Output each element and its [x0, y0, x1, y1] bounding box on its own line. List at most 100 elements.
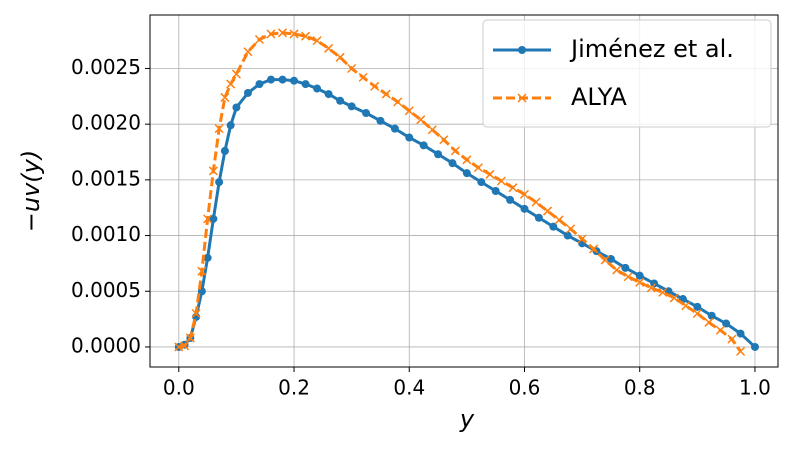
- marker: [554, 215, 564, 225]
- x-axis-label: y: [459, 405, 475, 433]
- marker: [381, 89, 391, 99]
- plot-frame: [149, 14, 779, 368]
- legend-box: [482, 19, 772, 128]
- marker: [266, 75, 275, 84]
- marker: [358, 72, 368, 82]
- marker: [577, 234, 587, 244]
- marker: [623, 272, 633, 282]
- marker: [646, 283, 656, 293]
- marker: [750, 342, 759, 351]
- marker: [390, 124, 399, 133]
- y-tick-label: 0.0025: [71, 55, 141, 79]
- marker: [185, 333, 195, 343]
- marker: [370, 81, 380, 91]
- x-tick-label: 0.6: [509, 376, 541, 400]
- marker: [243, 88, 252, 97]
- marker: [427, 125, 437, 135]
- marker: [508, 183, 518, 193]
- marker: [473, 163, 483, 173]
- marker: [404, 106, 414, 116]
- x-tick-label: 1.0: [739, 376, 771, 400]
- x-tick-label: 0.2: [278, 376, 310, 400]
- marker: [376, 116, 385, 125]
- legend-label: ALYA: [571, 83, 627, 111]
- marker: [203, 253, 212, 262]
- marker: [448, 159, 457, 168]
- legend-marker: [517, 93, 527, 103]
- marker: [180, 341, 190, 351]
- marker: [232, 103, 241, 112]
- marker: [214, 124, 224, 134]
- marker: [506, 195, 515, 204]
- x-tick-label: 0.8: [624, 376, 656, 400]
- marker: [600, 255, 610, 265]
- marker: [290, 76, 299, 85]
- marker: [220, 92, 230, 102]
- marker: [347, 63, 357, 73]
- marker: [439, 135, 449, 145]
- marker: [715, 325, 725, 335]
- marker: [231, 69, 241, 79]
- marker: [635, 271, 644, 280]
- legend: Jiménez et al. ALYA: [482, 19, 772, 128]
- marker: [520, 204, 529, 213]
- marker: [313, 84, 322, 93]
- marker: [215, 178, 224, 187]
- marker: [336, 96, 345, 105]
- marker: [419, 141, 428, 150]
- marker: [289, 29, 299, 39]
- marker: [277, 28, 288, 38]
- marker: [621, 263, 630, 272]
- marker: [220, 146, 229, 155]
- marker: [462, 169, 471, 178]
- y-tick-label: 0.0015: [71, 166, 141, 190]
- marker: [736, 346, 746, 356]
- marker: [243, 47, 253, 57]
- marker: [191, 309, 201, 319]
- marker: [450, 146, 460, 156]
- marker: [635, 277, 645, 287]
- marker: [254, 34, 264, 45]
- y-tick-label: 0.0020: [71, 111, 141, 135]
- x-tick-label: 0.0: [163, 376, 195, 400]
- marker: [405, 133, 414, 142]
- marker: [543, 206, 553, 216]
- marker: [278, 75, 287, 84]
- marker: [589, 244, 599, 254]
- marker: [208, 166, 218, 176]
- marker: [692, 309, 702, 319]
- marker: [549, 222, 558, 231]
- y-tick-label: 0.0005: [71, 278, 141, 302]
- marker: [531, 197, 541, 207]
- marker: [496, 176, 506, 186]
- marker: [197, 266, 207, 276]
- marker: [324, 90, 333, 99]
- marker: [491, 187, 500, 195]
- marker: [416, 115, 426, 125]
- marker: [707, 311, 716, 320]
- marker: [362, 109, 371, 118]
- marker: [203, 214, 213, 224]
- marker: [301, 31, 311, 41]
- marker: [566, 224, 576, 234]
- legend-marker: [518, 46, 526, 54]
- marker: [727, 334, 737, 344]
- marker: [226, 121, 235, 130]
- y-axis-label: −uv(y): [17, 150, 45, 232]
- y-tick-label: 0.0000: [71, 333, 141, 357]
- marker: [736, 329, 745, 338]
- marker: [563, 231, 572, 240]
- y-tick-label: 0.0010: [71, 222, 141, 246]
- marker: [693, 302, 702, 311]
- marker: [477, 178, 486, 187]
- marker: [519, 189, 530, 199]
- marker: [485, 169, 495, 179]
- marker: [704, 317, 714, 327]
- marker: [266, 29, 276, 39]
- marker: [722, 319, 731, 328]
- legend-label: Jiménez et al.: [569, 35, 734, 63]
- marker: [324, 43, 334, 53]
- marker: [255, 80, 264, 89]
- marker: [335, 52, 345, 62]
